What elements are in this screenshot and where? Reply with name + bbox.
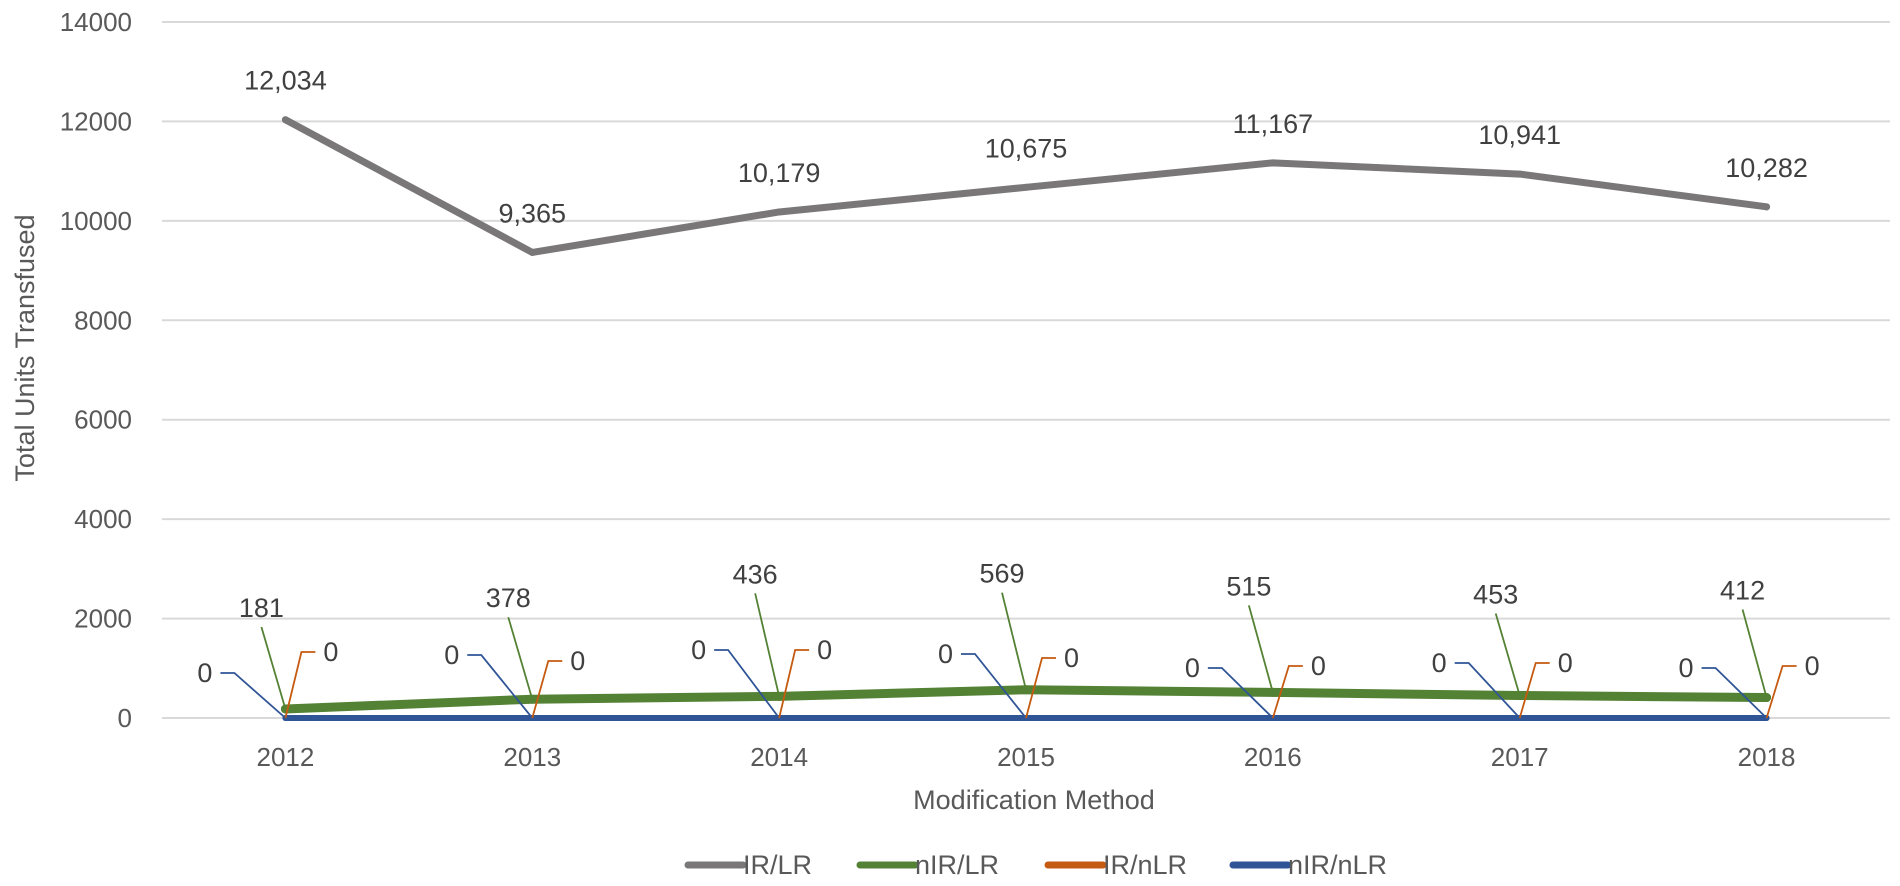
data-label: 10,675 bbox=[985, 133, 1068, 163]
data-label: 0 bbox=[444, 640, 459, 670]
leader-line bbox=[754, 593, 781, 697]
leader-line bbox=[531, 660, 563, 719]
data-point bbox=[1269, 159, 1277, 167]
y-axis-title: Total Units Transfused bbox=[10, 214, 40, 481]
data-label: 10,179 bbox=[738, 158, 821, 188]
leader-line bbox=[1494, 613, 1521, 696]
data-labels: 12,034 9,365 10,179 10,675 11,167 10,941 10,28… bbox=[197, 66, 1819, 688]
data-label: 0 bbox=[1558, 648, 1573, 678]
leader-line bbox=[1025, 657, 1056, 719]
y-tick-label: 6000 bbox=[74, 405, 132, 435]
data-label: 0 bbox=[1679, 653, 1694, 683]
leader-line bbox=[1741, 609, 1768, 698]
y-tick-label: 8000 bbox=[74, 305, 132, 335]
x-tick-label: 2012 bbox=[257, 742, 315, 772]
leader-line bbox=[1207, 667, 1274, 719]
leader-line bbox=[1454, 662, 1521, 719]
legend-label: nIR/nLR bbox=[1288, 850, 1387, 880]
x-tick-label: 2014 bbox=[750, 742, 808, 772]
leader-line bbox=[467, 654, 533, 719]
data-label: 0 bbox=[938, 639, 953, 669]
data-label: 515 bbox=[1226, 571, 1271, 601]
data-point bbox=[775, 208, 783, 216]
leader-line bbox=[1271, 665, 1303, 719]
x-tick-label: 2018 bbox=[1738, 742, 1796, 772]
data-label: 378 bbox=[486, 583, 531, 613]
leader-line bbox=[778, 649, 810, 719]
leader-line bbox=[1518, 662, 1550, 719]
data-label: 0 bbox=[197, 658, 212, 688]
legend-label: IR/nLR bbox=[1103, 850, 1187, 880]
data-label: 0 bbox=[323, 637, 338, 667]
y-tick-label: 10000 bbox=[60, 206, 132, 236]
gridlines bbox=[162, 21, 1890, 719]
leader-line bbox=[1765, 665, 1797, 719]
data-label: 12,034 bbox=[244, 66, 327, 96]
x-tick-label: 2017 bbox=[1491, 742, 1549, 772]
data-label: 10,282 bbox=[1725, 153, 1808, 183]
data-label: 0 bbox=[1432, 648, 1447, 678]
data-label: 10,941 bbox=[1478, 120, 1561, 150]
x-tick-label: 2013 bbox=[503, 742, 561, 772]
leader-line bbox=[1701, 667, 1768, 719]
leader-line bbox=[961, 653, 1027, 719]
data-point bbox=[281, 116, 289, 124]
data-point bbox=[528, 248, 536, 256]
y-tick-label: 2000 bbox=[74, 604, 132, 634]
leader-line bbox=[284, 651, 316, 719]
y-axis-ticks: 0 2000 4000 6000 8000 10000 12000 14000 bbox=[60, 7, 132, 733]
leader-line bbox=[1001, 592, 1027, 690]
leader-line bbox=[1247, 605, 1274, 693]
data-label: 0 bbox=[570, 646, 585, 676]
y-tick-label: 0 bbox=[118, 703, 132, 733]
data-label: 0 bbox=[1185, 653, 1200, 683]
data-label: 569 bbox=[979, 559, 1024, 589]
leader-line bbox=[507, 616, 534, 700]
x-axis-title: Modification Method bbox=[913, 785, 1155, 815]
data-point bbox=[1763, 203, 1771, 211]
data-label: 181 bbox=[239, 593, 284, 623]
data-label: 0 bbox=[1311, 651, 1326, 681]
data-label: 412 bbox=[1720, 576, 1765, 606]
data-label: 453 bbox=[1473, 579, 1518, 609]
y-tick-label: 12000 bbox=[60, 106, 132, 136]
x-tick-label: 2016 bbox=[1244, 742, 1302, 772]
data-label: 0 bbox=[817, 635, 832, 665]
data-point bbox=[1516, 170, 1524, 178]
data-label: 0 bbox=[1805, 651, 1820, 681]
leader-line bbox=[714, 649, 780, 719]
label-leader-lines bbox=[220, 592, 1797, 719]
data-label: 0 bbox=[691, 635, 706, 665]
x-axis-ticks: 2012 2013 2014 2015 2016 2017 2018 bbox=[257, 742, 1796, 772]
legend: IR/LR nIR/LR IR/nLR nIR/nLR bbox=[684, 850, 1387, 880]
data-label: 436 bbox=[733, 559, 778, 589]
x-tick-label: 2015 bbox=[997, 742, 1055, 772]
data-label: 0 bbox=[1064, 643, 1079, 673]
legend-label: IR/LR bbox=[743, 850, 812, 880]
legend-label: nIR/LR bbox=[915, 850, 999, 880]
y-tick-label: 14000 bbox=[60, 7, 132, 37]
leader-line bbox=[260, 626, 287, 710]
y-tick-label: 4000 bbox=[74, 504, 132, 534]
data-point bbox=[1022, 183, 1030, 191]
leader-line bbox=[220, 672, 287, 719]
data-label: 9,365 bbox=[498, 198, 566, 228]
data-label: 11,167 bbox=[1233, 109, 1314, 139]
